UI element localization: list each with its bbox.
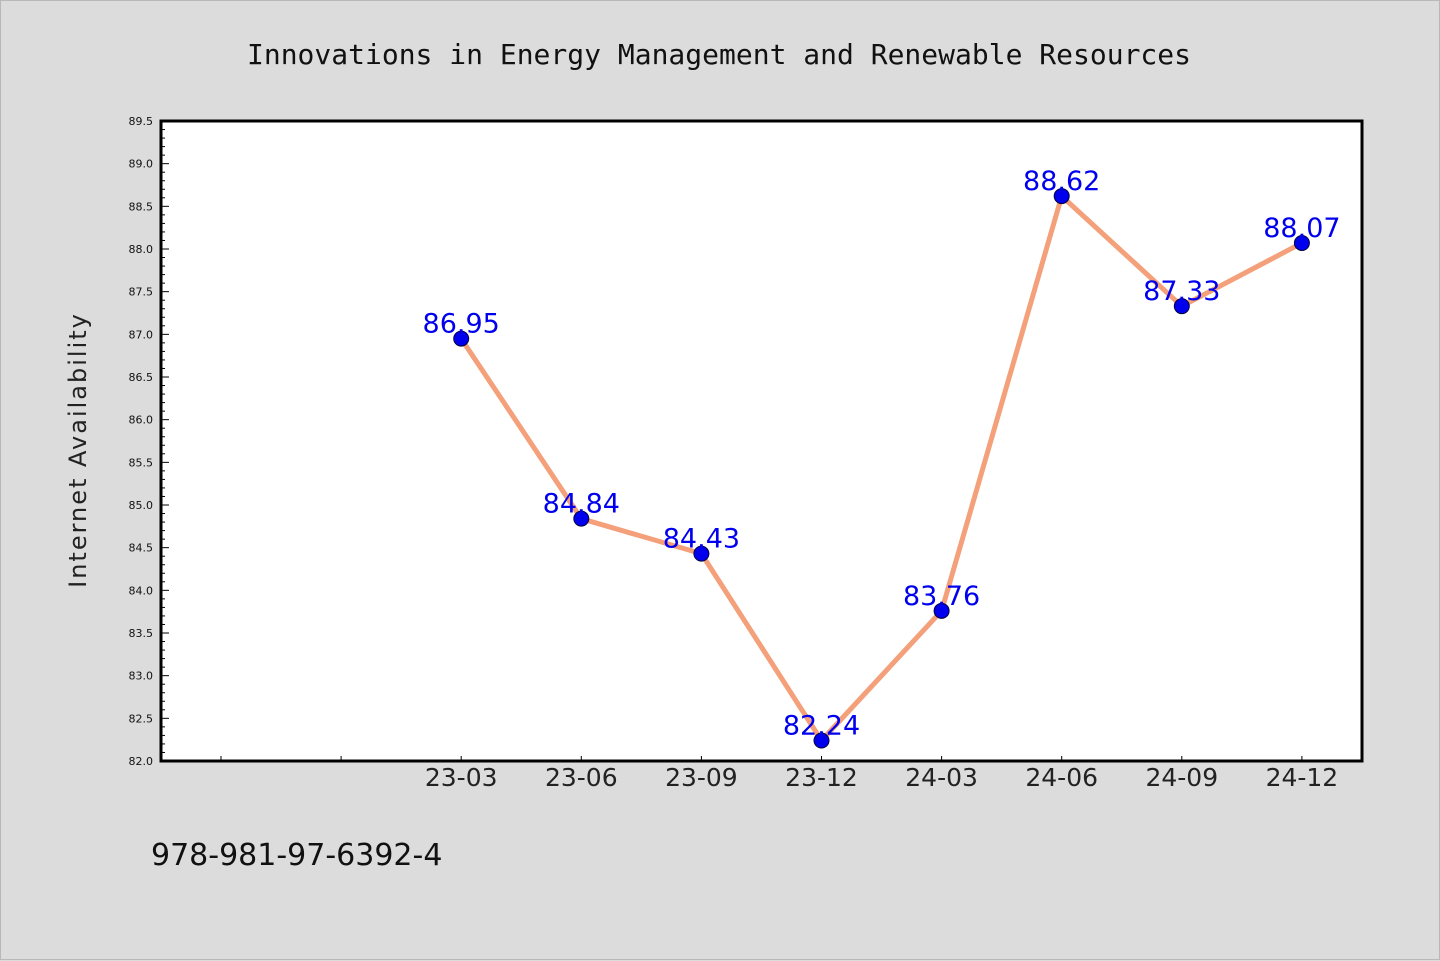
y-tick-label: 89.0 (129, 158, 154, 171)
data-point (813, 732, 830, 749)
x-axis: 23-03 23-06 23-09 23-12 24-03 24-06 24-09 24-12 (220, 756, 1339, 792)
data-point (1053, 188, 1070, 205)
x-tick-label: 24-12 (1266, 763, 1339, 792)
data-label: 84.43 (663, 524, 740, 555)
y-tick-label: 86.5 (129, 371, 154, 384)
series-line (458, 193, 1305, 743)
data-point (573, 510, 590, 527)
y-tick-label: 83.5 (129, 627, 154, 640)
y-tick-label: 85.5 (129, 456, 154, 469)
y-tick-label: 88.5 (129, 200, 154, 213)
y-tick-label: 84.0 (129, 584, 154, 597)
x-tick-label: 24-09 (1145, 763, 1218, 792)
y-axis: 82.0 82.5 83.0 83.5 84.0 84.5 85.0 85.5 86.0 86.5… (129, 115, 169, 768)
data-label: 84.84 (543, 489, 620, 520)
y-tick-label: 87.0 (129, 328, 154, 341)
plot-area (159, 119, 1364, 763)
series-line-group (453, 188, 1310, 749)
data-label: 87.33 (1143, 276, 1220, 307)
y-tick-label: 83.0 (129, 670, 154, 683)
y-tick-label: 87.5 (129, 286, 154, 299)
x-tick-label: 24-03 (905, 763, 978, 792)
y-tick-label: 86.0 (129, 414, 154, 427)
data-point (933, 602, 950, 619)
x-tick-label: 23-03 (425, 763, 498, 792)
y-tick-label: 82.5 (129, 712, 154, 725)
data-point (693, 545, 710, 562)
data-point (453, 330, 470, 347)
x-tick-label: 23-06 (545, 763, 618, 792)
x-tick-label: 23-09 (665, 763, 738, 792)
data-point (1173, 298, 1190, 315)
x-tick-label: 23-12 (785, 763, 858, 792)
data-label: 82.24 (783, 711, 860, 742)
isbn-text: 978-981-97-6392-4 (151, 838, 442, 873)
data-label-group: 86.95 84.84 84.43 82.24 83.76 88.62 87.33 88.07 (423, 166, 1341, 741)
data-label: 83.76 (903, 581, 980, 612)
x-tick-label: 24-06 (1025, 763, 1098, 792)
chart-title: Innovations in Energy Management and Ren… (247, 38, 1191, 71)
data-label: 86.95 (423, 309, 500, 340)
y-tick-label: 89.5 (129, 115, 154, 128)
data-label: 88.62 (1023, 166, 1100, 197)
y-tick-label: 88.0 (129, 243, 154, 256)
y-axis-label: Internet Availability (64, 312, 92, 588)
data-point (1293, 235, 1310, 252)
y-tick-label: 85.0 (129, 499, 154, 512)
y-tick-label: 82.0 (129, 755, 154, 768)
y-tick-label: 84.5 (129, 542, 154, 555)
data-label: 88.07 (1263, 213, 1340, 244)
